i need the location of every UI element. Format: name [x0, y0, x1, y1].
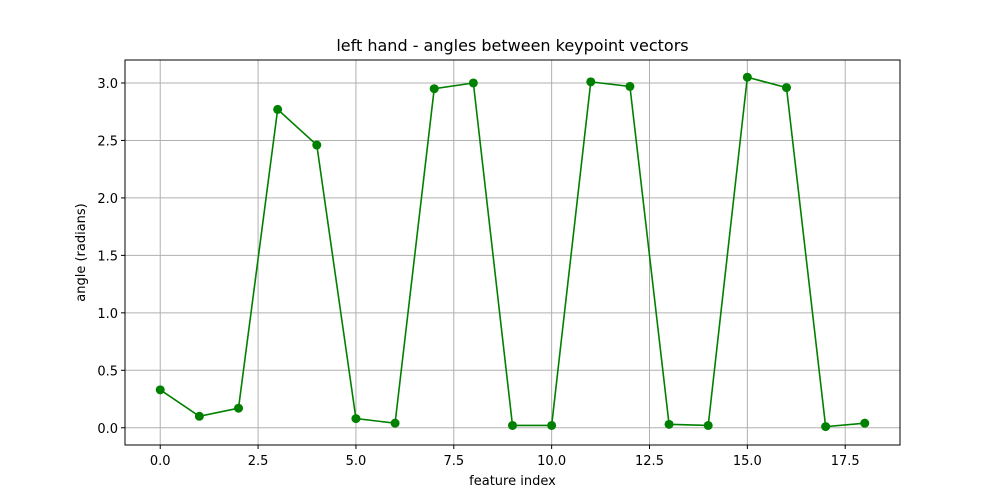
y-tick-label: 2.5: [97, 134, 118, 149]
data-point: [547, 420, 557, 430]
y-axis-label: angle (radians): [74, 203, 89, 302]
data-point: [664, 419, 674, 429]
x-tick-label: 5.0: [346, 454, 367, 469]
data-point: [468, 78, 478, 88]
data-point: [860, 418, 870, 428]
x-tick-label: 10.0: [537, 454, 566, 469]
series-line: [159, 76, 865, 428]
data-point: [586, 77, 596, 87]
y-tick-label: 2.0: [97, 192, 118, 207]
plot-frame: [124, 59, 901, 446]
data-point: [742, 72, 752, 82]
data-point: [194, 411, 204, 421]
x-tick-label: 15.0: [733, 454, 762, 469]
x-tick-label: 0.0: [150, 454, 171, 469]
data-point: [625, 81, 635, 91]
data-point: [781, 83, 791, 93]
x-tick-label: 17.5: [831, 454, 860, 469]
data-point: [234, 403, 244, 413]
data-point: [312, 140, 322, 150]
y-tick-label: 3.0: [97, 77, 118, 92]
y-tick-label: 0.0: [97, 422, 118, 437]
data-point: [390, 418, 400, 428]
x-tick-label: 12.5: [635, 454, 664, 469]
x-tick-label: 7.5: [443, 454, 464, 469]
data-point: [429, 84, 439, 94]
y-tick-label: 1.5: [97, 249, 118, 264]
data-point: [351, 414, 361, 424]
data-point: [821, 422, 831, 432]
data-point: [273, 104, 283, 114]
data-point: [155, 385, 165, 395]
x-axis-label: feature index: [469, 474, 556, 489]
data-point: [508, 420, 517, 430]
y-tick-label: 0.5: [97, 364, 118, 379]
ticks-layer: 0.0 2.5 5.0 7.5 10.0 12.5 15.0 17.5 0.0 0.5 1.0 1.5…: [97, 77, 859, 469]
chart-title: left hand - angles between keypoint vect…: [336, 36, 688, 55]
data-point: [703, 420, 713, 430]
x-tick-label: 2.5: [248, 454, 269, 469]
series-layer: [155, 72, 870, 432]
y-tick-label: 1.0: [97, 307, 118, 322]
